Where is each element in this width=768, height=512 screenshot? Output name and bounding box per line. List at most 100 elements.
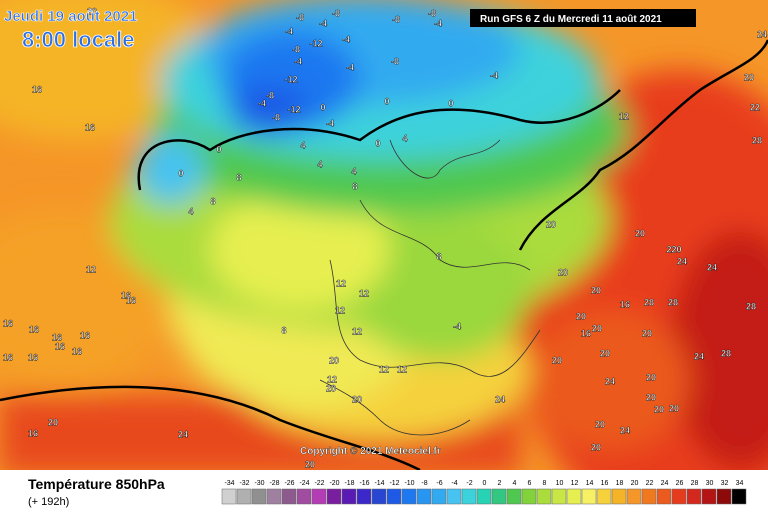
legend-tick-label: 2 <box>498 480 502 487</box>
contour-label: 24 <box>707 262 717 272</box>
contour-label: 20 <box>592 323 602 333</box>
contour-label: 24 <box>677 256 687 266</box>
contour-label: 4 <box>317 159 322 169</box>
contour-label: 28 <box>752 135 762 145</box>
legend-swatch <box>341 488 357 505</box>
contour-label: -8 <box>292 44 300 54</box>
contour-label: -8 <box>332 8 340 18</box>
contour-label: 0 <box>384 96 389 106</box>
contour-label: 12 <box>86 264 96 274</box>
contour-label: 28 <box>644 297 654 307</box>
contour-label: 12 <box>379 364 389 374</box>
contour-label: 4 <box>300 140 305 150</box>
contour-label: 16 <box>121 290 131 300</box>
legend-swatch <box>686 488 702 505</box>
contour-label: 16 <box>55 341 65 351</box>
legend-swatch <box>506 488 522 505</box>
contour-label: 16 <box>581 328 591 338</box>
legend-swatch <box>416 488 432 505</box>
contour-label: 20 <box>558 267 568 277</box>
legend-tick-label: 10 <box>556 480 564 487</box>
legend-swatch <box>296 488 312 505</box>
contour-label: 16 <box>52 332 62 342</box>
contour-label: -4 <box>453 321 461 331</box>
legend-swatch <box>446 488 462 505</box>
contour-label: -4 <box>285 26 293 36</box>
contour-label: -12 <box>309 38 322 48</box>
contour-label: 12 <box>619 111 629 121</box>
contour-label: 8 <box>352 181 357 191</box>
contour-label: 20 <box>326 383 336 393</box>
contour-label: -8 <box>428 8 436 18</box>
contour-label: -4 <box>258 98 266 108</box>
legend-swatch <box>266 488 282 505</box>
contour-label: 16 <box>72 346 82 356</box>
contour-label: 16 <box>28 352 38 362</box>
contour-label: -8 <box>272 112 280 122</box>
coastline <box>319 139 541 436</box>
contour-label: 24 <box>620 425 630 435</box>
legend-tick-label: -12 <box>389 480 399 487</box>
legend-swatch <box>551 488 567 505</box>
contour-labels: 20-8 -8-4 -8-8-4-4-12 -4-8-4-4-8-4-12-4-8-1… <box>3 6 767 469</box>
contour-label: 0 <box>448 98 453 108</box>
legend-tick-label: -4 <box>451 480 457 487</box>
legend-tick-label: 22 <box>646 480 654 487</box>
color-scale: -34 -32 -30 -28 -26 -24 -22 -20 -18 -16 -14 -12 -10-… <box>221 480 747 505</box>
legend-swatch <box>401 488 417 505</box>
legend-swatch <box>671 488 687 505</box>
contour-label: -8 <box>296 12 304 22</box>
contour-label: 0 <box>375 138 380 148</box>
legend-swatch <box>371 488 387 505</box>
legend-swatch <box>311 488 327 505</box>
contour-label: 16 <box>29 324 39 334</box>
legend-tick-label: -32 <box>239 480 249 487</box>
contour-label: 20 <box>642 328 652 338</box>
isotherm <box>0 39 768 470</box>
legend-tick-label: -2 <box>466 480 472 487</box>
legend-swatch <box>356 488 372 505</box>
lead-time: (+ 192h) <box>28 496 69 508</box>
legend-tick-label: 20 <box>631 480 639 487</box>
contour-label: -12 <box>284 74 297 84</box>
contour-label: -4 <box>434 18 442 28</box>
contour-label: -4 <box>319 18 327 28</box>
legend-tick-label: 28 <box>691 480 699 487</box>
legend-swatch <box>326 488 342 505</box>
legend-tick-label: 0 <box>483 480 487 487</box>
legend-swatch <box>701 488 717 505</box>
contour-label: 24 <box>694 351 704 361</box>
contour-label: 20 <box>546 219 556 229</box>
legend-swatch <box>521 488 537 505</box>
contour-label: -4 <box>294 56 302 66</box>
legend-swatch <box>566 488 582 505</box>
legend-swatch <box>656 488 672 505</box>
legend-tick-label: 6 <box>528 480 532 487</box>
legend-swatch <box>386 488 402 505</box>
contour-label: 20 <box>635 228 645 238</box>
legend-tick-label: -34 <box>224 480 234 487</box>
legend-tick-label: -8 <box>421 480 427 487</box>
legend-tick-label: 14 <box>586 480 594 487</box>
contour-label: 20 <box>591 442 601 452</box>
contour-label: -8 <box>391 56 399 66</box>
contour-label: 12 <box>335 305 345 315</box>
legend-tick-label: -26 <box>284 480 294 487</box>
legend-swatch <box>221 488 237 505</box>
legend-tick-label: -20 <box>329 480 339 487</box>
legend-swatch <box>626 488 642 505</box>
legend-swatch <box>581 488 597 505</box>
contour-label: 0 <box>178 168 183 178</box>
contour-label: 20 <box>352 394 362 404</box>
legend-swatch <box>236 488 252 505</box>
contour-label: 8 <box>210 196 215 206</box>
legend-swatch <box>536 488 552 505</box>
contour-label: 4 <box>188 206 193 216</box>
legend-tick-label: -28 <box>269 480 279 487</box>
legend-tick-label: 30 <box>706 480 714 487</box>
contour-label: 24 <box>605 376 615 386</box>
contour-label: 20 <box>552 355 562 365</box>
contour-label: 16 <box>620 299 630 309</box>
legend-tick-label: -30 <box>254 480 264 487</box>
